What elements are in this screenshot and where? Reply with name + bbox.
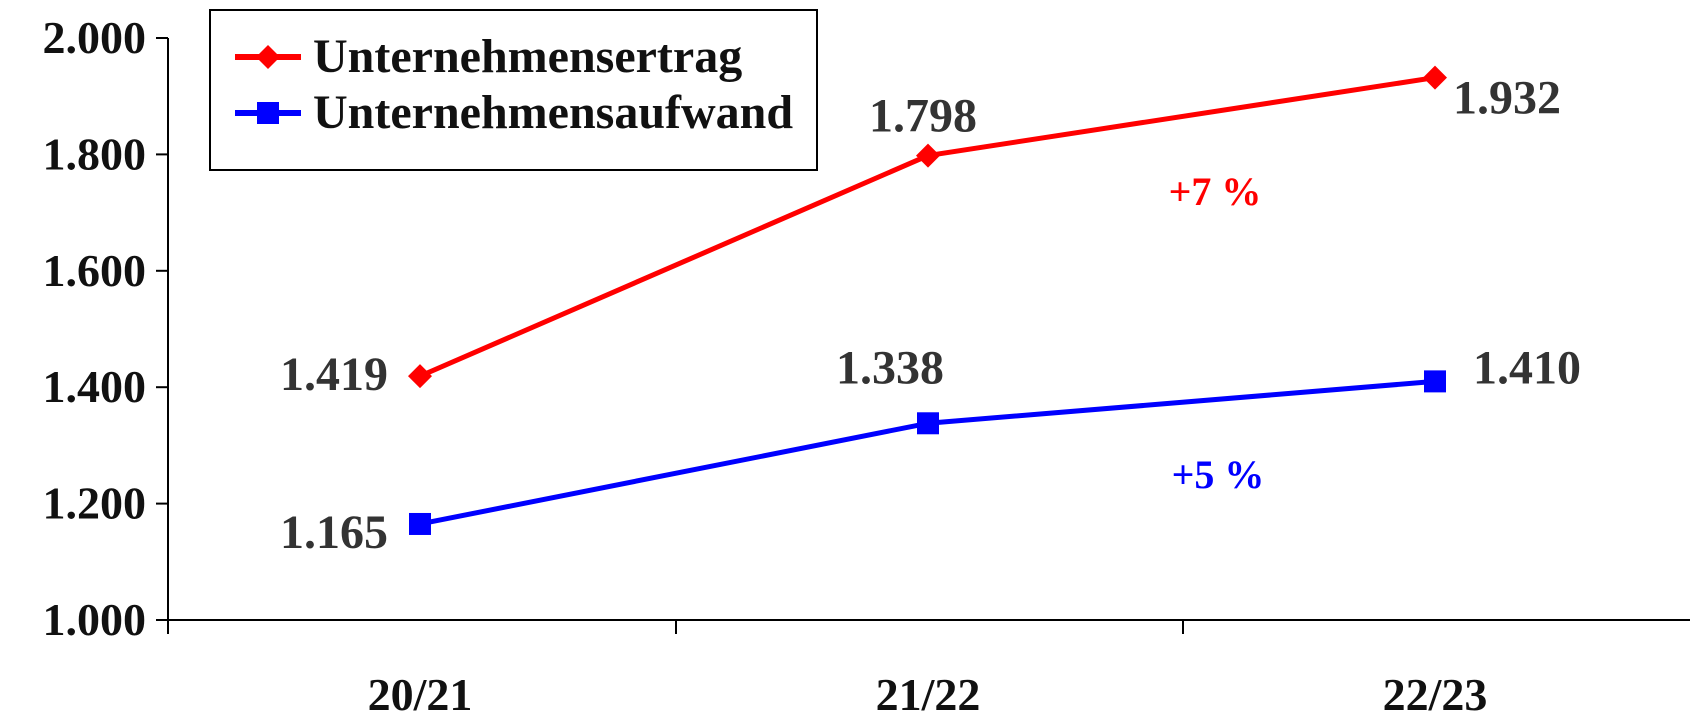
data-label: 1.338 <box>836 341 944 394</box>
data-point-square <box>1424 370 1446 393</box>
data-point-diamond <box>408 364 432 389</box>
data-point-square <box>917 412 939 435</box>
legend-label: Unternehmensaufwand <box>313 86 794 139</box>
y-tick-label: 1.600 <box>43 245 147 296</box>
y-tick-label: 1.000 <box>43 594 147 645</box>
data-label: 1.165 <box>280 506 388 559</box>
x-tick-label: 20/21 <box>368 669 473 716</box>
legend-item-aufwand: Unternehmensaufwand <box>233 83 793 143</box>
y-tick-label: 1.200 <box>43 478 147 529</box>
data-label: 1.798 <box>869 90 977 143</box>
data-point-diamond <box>916 143 940 168</box>
x-tick-label: 22/23 <box>1383 669 1488 716</box>
data-label: 1.410 <box>1473 341 1581 394</box>
legend-swatch-diamond-icon <box>235 45 301 69</box>
legend-label: Unternehmensertrag <box>313 30 743 83</box>
legend: Unternehmensertrag Unternehmensaufwand <box>209 9 818 171</box>
data-label: 1.419 <box>280 348 388 401</box>
data-label: 1.932 <box>1453 72 1561 125</box>
x-tick-label: 21/22 <box>876 669 981 716</box>
y-tick-label: 2.000 <box>43 12 147 63</box>
y-tick-label: 1.800 <box>43 128 147 179</box>
y-tick-label: 1.400 <box>43 361 147 412</box>
data-point-diamond <box>1423 65 1447 90</box>
legend-swatch-square-icon <box>235 102 301 124</box>
data-point-square <box>409 512 431 535</box>
legend-item-ertrag: Unternehmensertrag <box>233 27 742 87</box>
growth-annotation-ertrag: +7 % <box>1169 169 1262 214</box>
series-line-aufwand <box>419 378 1436 527</box>
growth-annotation-aufwand: +5 % <box>1172 452 1265 497</box>
